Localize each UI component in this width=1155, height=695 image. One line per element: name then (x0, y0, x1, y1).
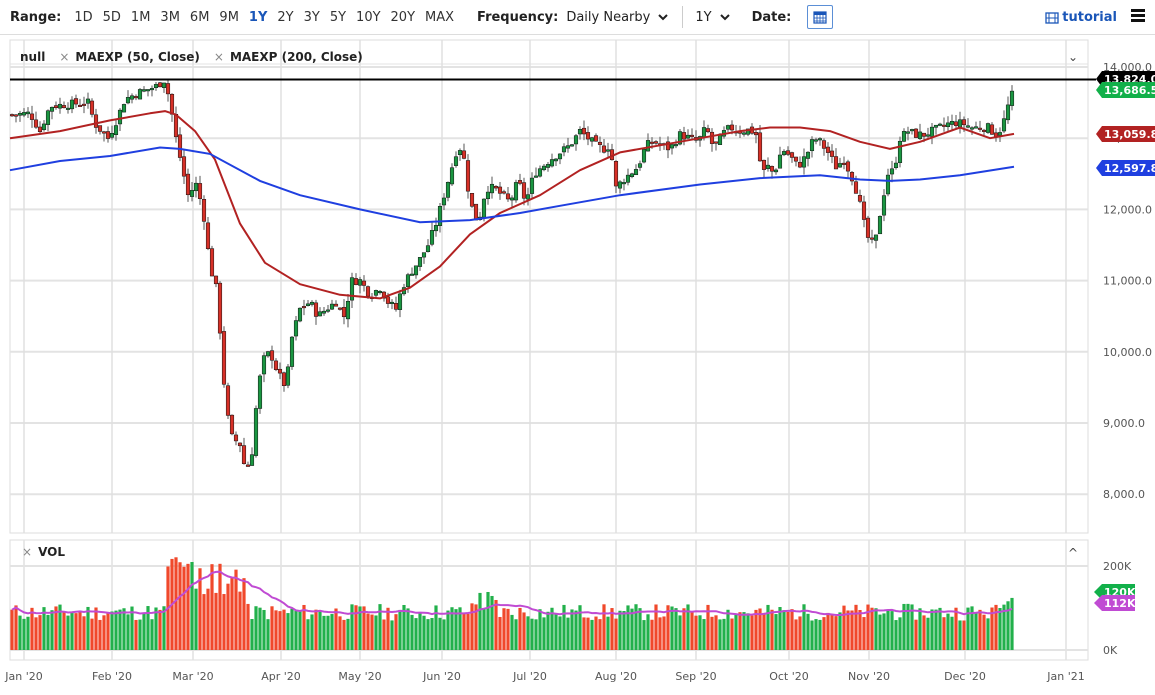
legend-item-ma50: × MAEXP (50, Close) (59, 50, 200, 64)
volume-legend: × VOL (22, 545, 65, 559)
frequency-value: Daily Nearby (566, 9, 651, 25)
range-3m[interactable]: 3M (160, 9, 180, 25)
candlesticks (9, 78, 1015, 467)
series-name: null (20, 50, 46, 64)
range-5y[interactable]: 5Y (329, 9, 347, 25)
legend-item-ma200: × MAEXP (200, Close) (214, 50, 363, 64)
y-axis-label: 8,000.0 (1103, 488, 1145, 501)
period-value: 1Y (695, 9, 712, 25)
tutorial-link[interactable]: tutorial (1045, 10, 1117, 25)
y-axis-label: 12,000.0 (1103, 203, 1152, 216)
price-tag (1096, 126, 1155, 142)
toolbar-divider (0, 34, 1155, 35)
ma50-line (9, 110, 1015, 300)
range-buttons: 1D 5D 1M 3M 6M 9M 1Y 2Y 3Y 5Y 10Y 20Y MAX (69, 10, 459, 25)
y-axis-label: 10,000.0 (1103, 346, 1152, 359)
remove-volume-icon[interactable]: × (22, 545, 33, 559)
range-1y[interactable]: 1Y (248, 9, 268, 25)
x-axis-label: Sep '20 (675, 670, 716, 683)
hamburger-menu-icon[interactable] (1131, 9, 1145, 24)
volume-bars (10, 557, 1014, 650)
x-axis-label: Apr '20 (261, 670, 301, 683)
calendar-icon (813, 11, 827, 24)
range-9m[interactable]: 9M (219, 9, 239, 25)
x-axis-label: Jul '20 (512, 670, 547, 683)
y-axis-label: 11,000.0 (1103, 275, 1152, 288)
svg-text:13,686.5: 13,686.5 (1104, 84, 1155, 97)
svg-text:112K: 112K (1104, 597, 1136, 610)
remove-study-icon[interactable]: × (213, 50, 224, 64)
expand-pane-icon[interactable]: ^ (1068, 546, 1079, 560)
period-select[interactable]: 1Y (695, 9, 730, 25)
range-10y[interactable]: 10Y (356, 9, 381, 25)
svg-text:13,059.8: 13,059.8 (1104, 128, 1155, 141)
svg-text:12,597.8: 12,597.8 (1104, 162, 1155, 175)
range-max[interactable]: MAX (425, 9, 455, 25)
study-label: MAEXP (200, Close) (229, 50, 363, 64)
x-axis-label: Aug '20 (595, 670, 637, 683)
remove-study-icon[interactable]: × (59, 50, 70, 64)
date-picker-button[interactable] (807, 5, 834, 29)
x-axis-label: Mar '20 (172, 670, 213, 683)
range-1m[interactable]: 1M (130, 9, 151, 25)
range-3y[interactable]: 3Y (303, 9, 320, 25)
volume-ma-line (11, 570, 1013, 616)
price-tag (1096, 82, 1155, 98)
ma200-line (9, 146, 1015, 224)
price-legend: null × MAEXP (50, Close) × MAEXP (200, Clo… (20, 50, 363, 64)
x-axis-label: Oct '20 (769, 670, 809, 683)
svg-text:200K: 200K (1103, 560, 1132, 573)
range-6m[interactable]: 6M (189, 9, 210, 25)
x-axis-label: May '20 (338, 670, 381, 683)
x-axis-label: Jun '20 (422, 670, 461, 683)
range-20y[interactable]: 20Y (390, 9, 416, 25)
svg-text:0K: 0K (1103, 644, 1118, 657)
frequency-label: Frequency: (477, 9, 559, 25)
range-1d[interactable]: 1D (74, 9, 93, 25)
toolbar: Range: 1D 5D 1M 3M 6M 9M 1Y 2Y 3Y 5Y 10Y 20Y MAX Fre… (0, 0, 1155, 34)
divider (682, 6, 684, 28)
tutorial-label: tutorial (1062, 10, 1117, 25)
range-5d[interactable]: 5D (102, 9, 121, 25)
y-axis-label: 9,000.0 (1103, 417, 1145, 430)
date-label: Date: (751, 9, 792, 25)
x-axis-label: Jan '21 (1046, 670, 1084, 683)
price-tag (1096, 160, 1155, 176)
study-label: MAEXP (50, Close) (75, 50, 200, 64)
x-axis-label: Dec '20 (944, 670, 986, 683)
volume-label: VOL (38, 545, 65, 559)
range-label: Range: (10, 9, 62, 25)
y-axis-label: 14,000.0 (1103, 61, 1152, 74)
chevron-down-icon (719, 14, 730, 21)
collapse-pane-icon[interactable]: ⌄ (1068, 50, 1079, 64)
x-axis-label: Feb '20 (92, 670, 132, 683)
volume-tag (1094, 595, 1135, 611)
x-axis-label: Nov '20 (848, 670, 890, 683)
frequency-select[interactable]: Daily Nearby (566, 9, 669, 25)
x-axis-label: Jan '20 (4, 670, 42, 683)
film-icon (1045, 11, 1059, 24)
chevron-down-icon (658, 14, 669, 21)
range-2y[interactable]: 2Y (277, 9, 294, 25)
